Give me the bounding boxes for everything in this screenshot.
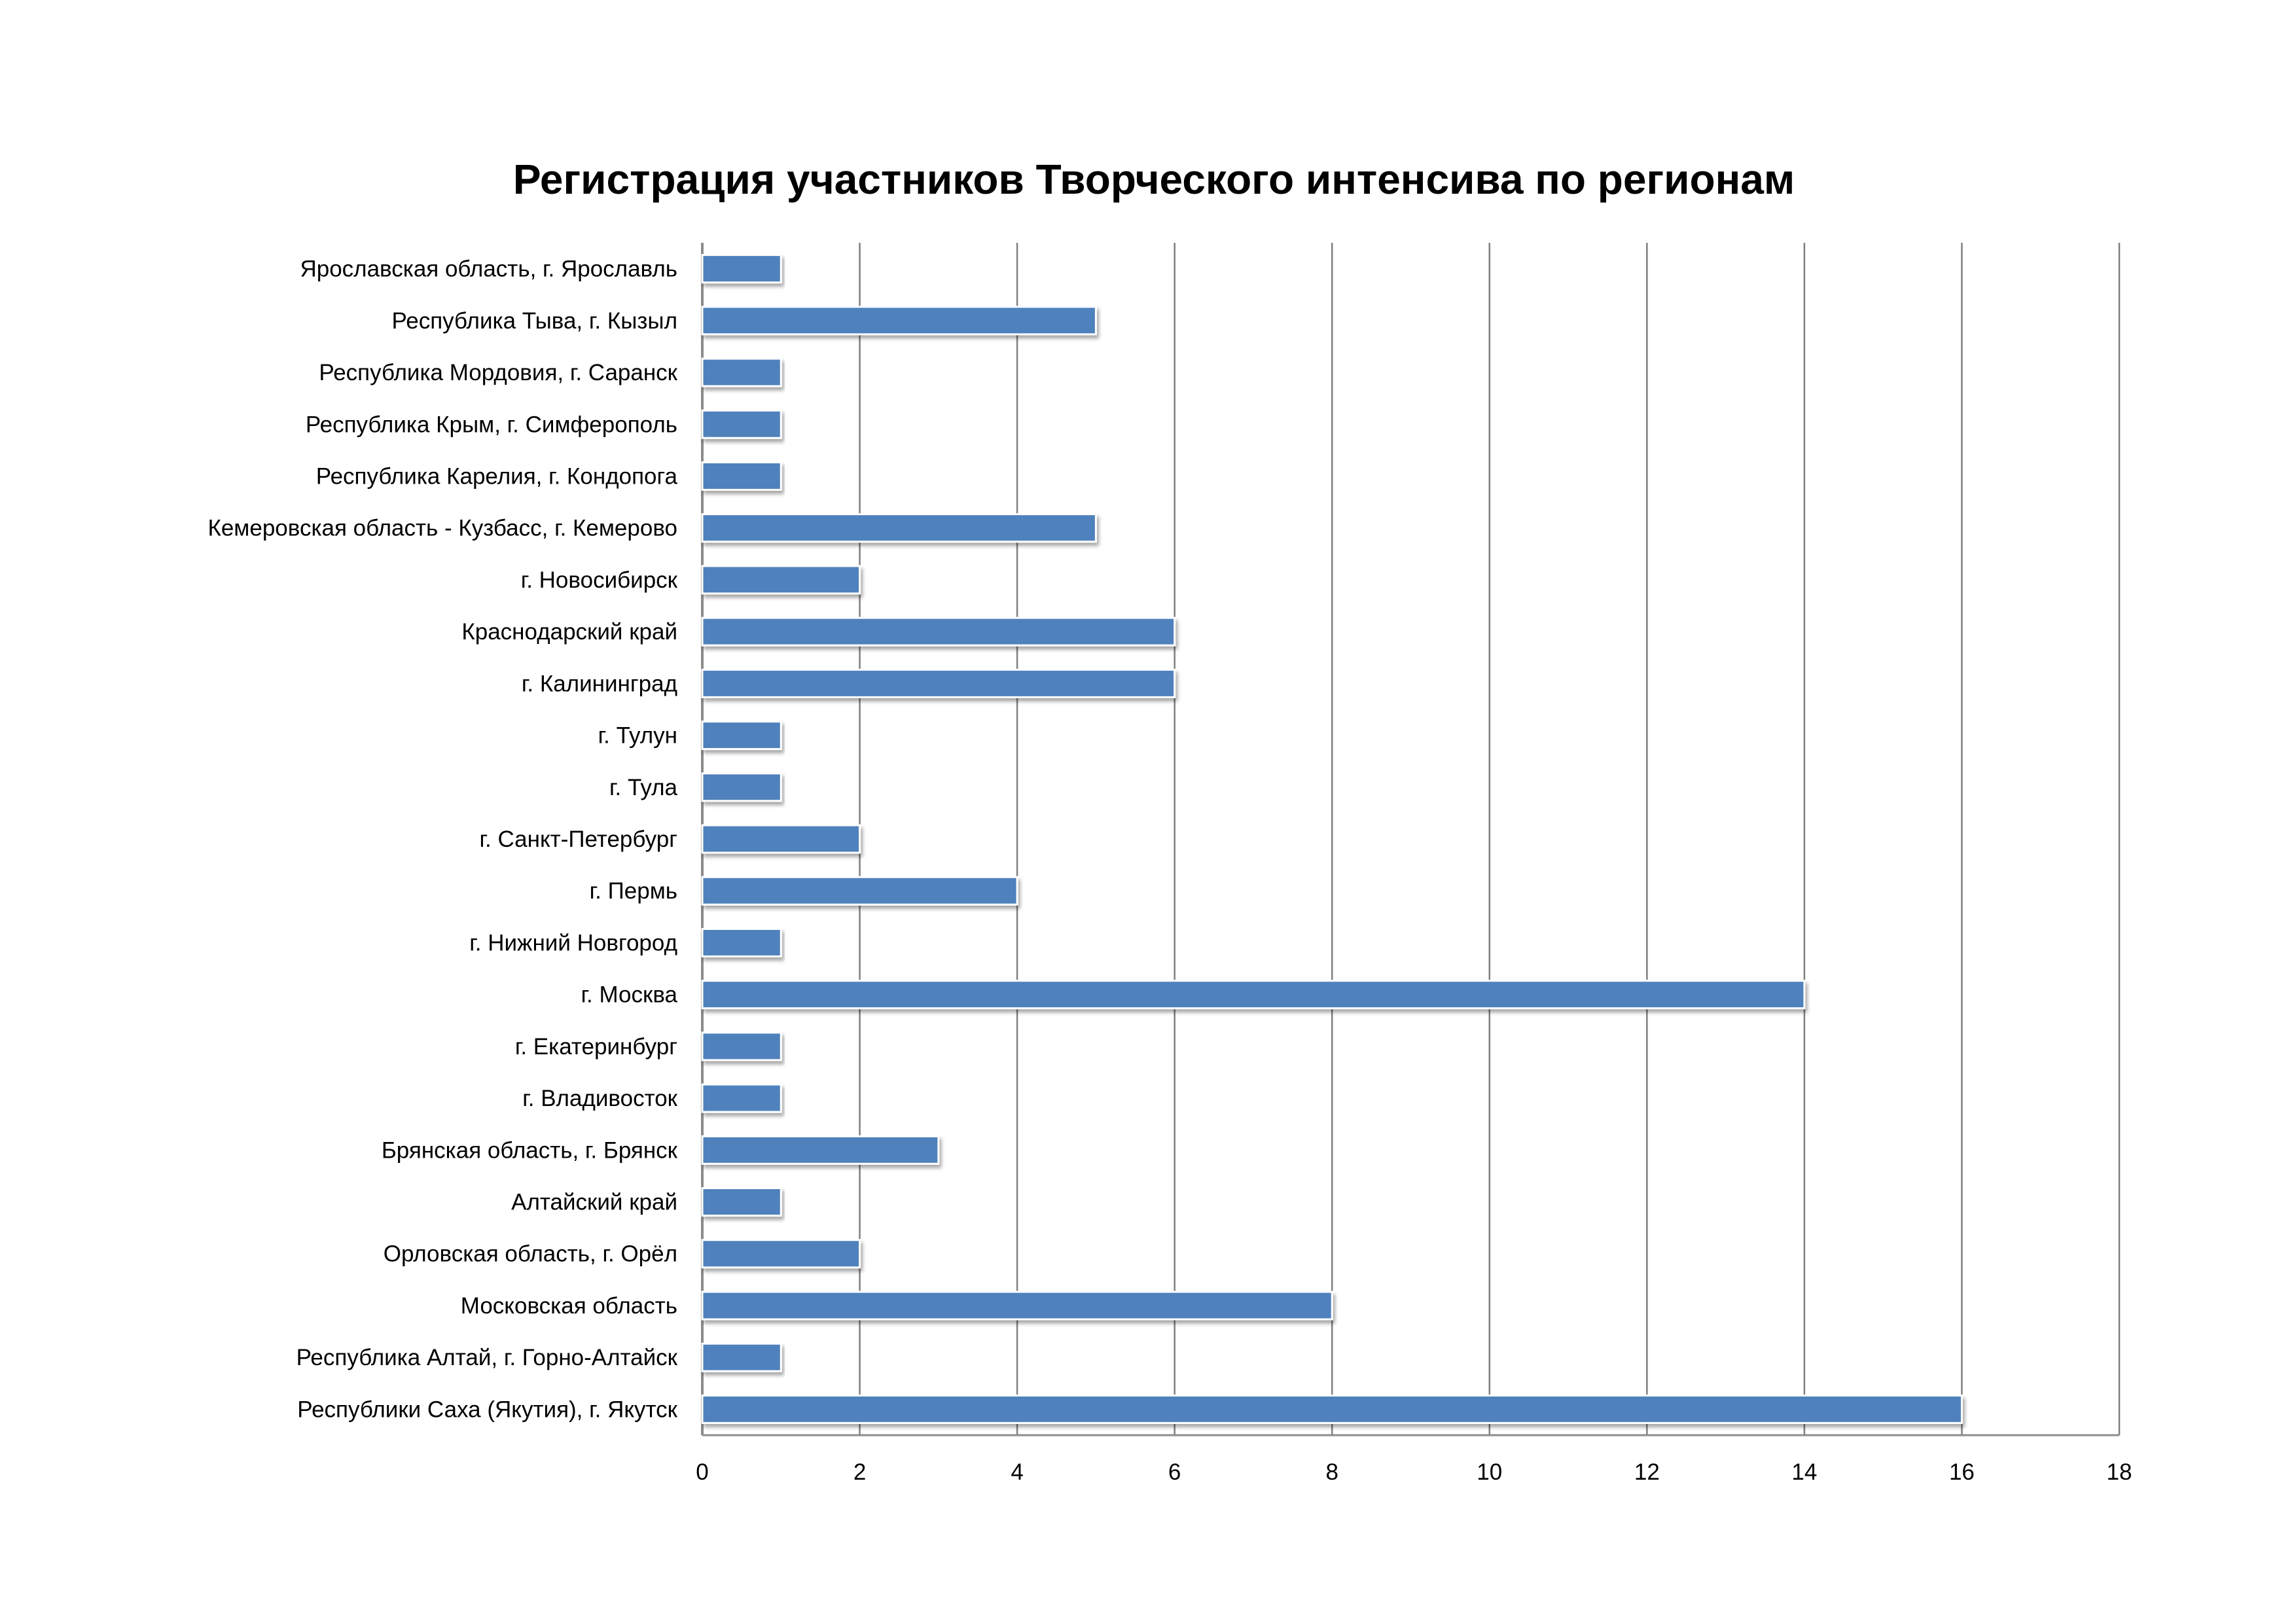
category-label: г. Санкт-Петербург — [480, 827, 677, 852]
bar — [701, 1239, 861, 1269]
x-tick-label: 18 — [2107, 1459, 2132, 1485]
bar — [701, 721, 782, 751]
bar — [701, 254, 782, 284]
category-label: Республика Тыва, г. Кызыл — [391, 308, 677, 334]
category-label: г. Калининград — [522, 671, 677, 696]
category-label: г. Новосибирск — [521, 567, 678, 593]
bar — [701, 565, 861, 595]
category-label: г. Москва — [581, 982, 678, 1008]
x-tick-label: 8 — [1325, 1459, 1338, 1485]
bar — [701, 980, 1806, 1010]
x-tick-label: 6 — [1168, 1459, 1181, 1485]
x-tick-label: 16 — [1949, 1459, 1975, 1485]
bar — [701, 357, 782, 387]
bar — [701, 1135, 940, 1165]
bar — [701, 306, 1097, 336]
category-labels: Ярославская область, г. Ярославль Республ… — [207, 257, 677, 1423]
bar — [701, 824, 861, 854]
category-label: Республика Мордовия, г. Саранск — [319, 360, 677, 385]
bar — [701, 1342, 782, 1372]
bar — [701, 1291, 1333, 1321]
x-tick-label: 10 — [1477, 1459, 1502, 1485]
category-label: Орловская область, г. Орёл — [384, 1241, 677, 1267]
gridlines — [701, 243, 2121, 1436]
bar — [701, 927, 782, 957]
category-label: г. Владивосток — [522, 1086, 677, 1111]
x-tick-labels: 0 2 4 6 8 10 12 14 16 18 — [696, 1459, 2132, 1485]
category-label: Кемеровская область - Кузбасс, г. Кемеро… — [207, 516, 677, 541]
category-label: г. Нижний Новгород — [469, 930, 677, 955]
bar — [701, 513, 1097, 543]
bar — [701, 1031, 782, 1061]
category-label: Алтайский край — [511, 1190, 677, 1215]
category-label: Краснодарский край — [461, 619, 677, 645]
bar — [701, 1394, 1963, 1424]
category-label: г. Екатеринбург — [515, 1034, 677, 1060]
category-label: г. Тула — [609, 775, 678, 800]
bar — [701, 668, 1176, 698]
x-tick-label: 12 — [1634, 1459, 1660, 1485]
x-tick-label: 2 — [853, 1459, 866, 1485]
x-tick-label: 4 — [1011, 1459, 1023, 1485]
category-label: г. Пермь — [590, 878, 677, 904]
bar — [701, 461, 782, 491]
x-tick-label: 0 — [696, 1459, 708, 1485]
category-label: Московская область — [461, 1293, 677, 1319]
x-tick-label: 14 — [1791, 1459, 1817, 1485]
bar — [701, 876, 1018, 906]
bar — [701, 616, 1176, 647]
bar — [701, 772, 782, 802]
category-label: Республика Крым, г. Симферополь — [306, 412, 677, 437]
bar — [701, 409, 782, 439]
chart-title: Регистрация участников Творческого интен… — [513, 156, 1795, 203]
category-label: Республики Саха (Якутия), г. Якутск — [297, 1397, 677, 1422]
category-label: Ярославская область, г. Ярославль — [300, 257, 677, 282]
category-label: г. Тулун — [598, 723, 677, 749]
bars — [701, 254, 1963, 1424]
category-label: Республика Алтай, г. Горно-Алтайск — [296, 1345, 678, 1370]
bar — [701, 1083, 782, 1113]
category-label: Республика Карелия, г. Кондопога — [316, 463, 678, 489]
bar — [701, 1187, 782, 1217]
category-label: Брянская область, г. Брянск — [382, 1137, 678, 1163]
